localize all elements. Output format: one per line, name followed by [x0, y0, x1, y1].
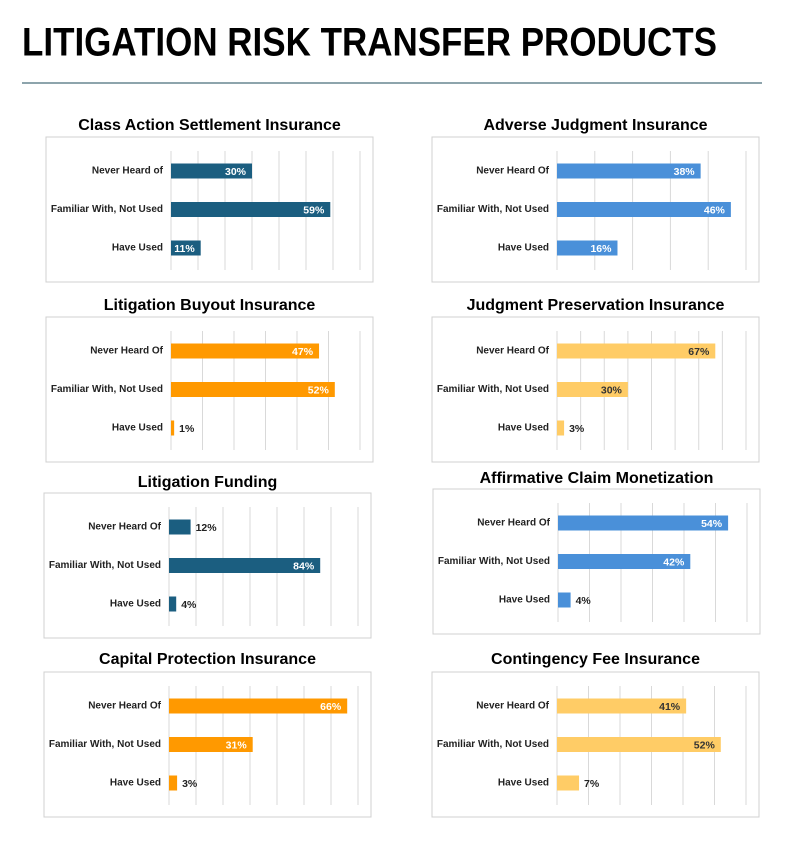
value-label: 4%	[576, 595, 592, 607]
category-label: Have Used	[110, 599, 161, 610]
bar	[171, 420, 175, 436]
value-label: 52%	[308, 384, 330, 396]
bar	[557, 737, 721, 752]
category-label: Familiar With, Not Used	[51, 384, 163, 395]
bar	[558, 554, 691, 569]
bar	[558, 592, 571, 608]
value-label: 7%	[584, 778, 600, 790]
value-label: 67%	[688, 346, 710, 358]
bar	[169, 519, 191, 535]
value-label: 16%	[590, 243, 612, 255]
value-label: 59%	[303, 204, 325, 216]
value-label: 42%	[663, 556, 685, 568]
bar	[557, 163, 701, 179]
category-label: Never Heard Of	[88, 701, 161, 712]
value-label: 84%	[293, 560, 315, 572]
bar	[169, 737, 253, 752]
chart-title: Capital Protection Insurance	[99, 651, 316, 668]
bar	[557, 240, 618, 256]
chart-title: Litigation Buyout Insurance	[104, 297, 316, 314]
value-label: 54%	[701, 518, 723, 530]
value-label: 4%	[181, 599, 197, 611]
category-label: Never Heard Of	[476, 346, 549, 357]
bar	[169, 775, 178, 791]
bar	[557, 202, 731, 217]
bar	[171, 202, 331, 217]
category-label: Never Heard Of	[476, 166, 549, 177]
value-label: 41%	[659, 701, 681, 713]
chart-title: Affirmative Claim Monetization	[480, 470, 714, 487]
value-label: 1%	[179, 423, 195, 435]
category-label: Never Heard Of	[477, 518, 550, 529]
bar	[169, 558, 321, 573]
bar	[557, 382, 628, 397]
value-label: 66%	[320, 701, 342, 713]
page-title: LITIGATION RISK TRANSFER PRODUCTS	[22, 21, 717, 65]
bar	[557, 420, 565, 436]
value-label: 30%	[225, 166, 247, 178]
value-label: 52%	[694, 739, 716, 751]
category-label: Never Heard Of	[476, 701, 549, 712]
category-label: Have Used	[112, 423, 163, 434]
category-label: Never Heard Of	[90, 346, 163, 357]
chart-title: Class Action Settlement Insurance	[78, 117, 341, 134]
value-label: 38%	[674, 166, 696, 178]
bar	[171, 240, 201, 256]
chart-title: Judgment Preservation Insurance	[467, 297, 725, 314]
value-label: 3%	[569, 423, 585, 435]
bar	[557, 698, 687, 714]
category-label: Have Used	[112, 243, 163, 254]
bar	[171, 163, 252, 179]
chart-title: Adverse Judgment Insurance	[483, 117, 707, 134]
category-label: Have Used	[498, 778, 549, 789]
category-label: Have Used	[498, 423, 549, 434]
bar	[171, 343, 320, 359]
bar	[557, 343, 716, 359]
value-label: 30%	[601, 384, 623, 396]
bar	[169, 698, 348, 714]
value-label: 47%	[292, 346, 314, 358]
category-label: Familiar With, Not Used	[438, 556, 550, 567]
value-label: 12%	[196, 522, 218, 534]
chart-title: Contingency Fee Insurance	[491, 651, 700, 668]
bar	[171, 382, 335, 397]
category-label: Have Used	[110, 778, 161, 789]
category-label: Familiar With, Not Used	[49, 560, 161, 571]
category-label: Familiar With, Not Used	[49, 739, 161, 750]
category-label: Familiar With, Not Used	[437, 739, 549, 750]
category-label: Have Used	[499, 595, 550, 606]
chart-title: Litigation Funding	[138, 474, 278, 491]
category-label: Familiar With, Not Used	[437, 384, 549, 395]
value-label: 3%	[182, 778, 198, 790]
category-label: Familiar With, Not Used	[437, 204, 549, 215]
value-label: 46%	[704, 204, 726, 216]
value-label: 11%	[174, 243, 195, 255]
bar	[558, 515, 729, 531]
category-label: Familiar With, Not Used	[51, 204, 163, 215]
category-label: Never Heard of	[92, 166, 164, 177]
category-label: Never Heard Of	[88, 522, 161, 533]
bar	[169, 596, 177, 612]
value-label: 31%	[226, 739, 248, 751]
category-label: Have Used	[498, 243, 549, 254]
bar	[557, 775, 580, 791]
